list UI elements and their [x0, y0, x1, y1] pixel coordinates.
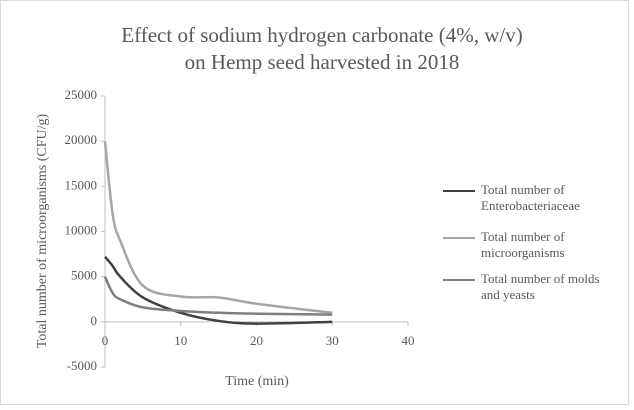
y-tick-label: 15000 [65, 177, 98, 192]
legend-swatch [443, 190, 475, 192]
legend-item: Total number of molds and yeasts [443, 271, 623, 303]
x-tick-label: 20 [250, 333, 263, 348]
x-tick-label: 30 [326, 333, 339, 348]
y-tick-label: 20000 [65, 132, 98, 147]
y-tick-label: -5000 [67, 358, 97, 373]
y-axis-title: Total number of microorganisms (CFU/g) [35, 113, 50, 348]
legend-label: Total number of microorganisms [481, 229, 565, 260]
chart-title: on Hemp seed harvested in 2018 [185, 50, 460, 74]
data-line [103, 141, 333, 315]
y-tick-label: 10000 [65, 222, 98, 237]
y-tick-label: 5000 [71, 268, 97, 283]
x-axis-title: Time (min) [225, 374, 289, 389]
x-tick-label: 0 [102, 333, 109, 348]
legend-item: Total number of microorganisms [443, 229, 623, 261]
chart-title: Effect of sodium hydrogen carbonate (4%,… [121, 23, 522, 47]
legend-item: Total number of Enterobacteriaceae [443, 182, 623, 214]
legend-swatch [443, 237, 475, 239]
legend-label: Total number of Enterobacteriaceae [481, 182, 580, 213]
y-tick-label: 25000 [65, 87, 98, 102]
data-line [104, 255, 333, 325]
data-line [103, 276, 333, 316]
y-tick-label: 0 [91, 313, 98, 328]
x-tick-label: 40 [402, 333, 415, 348]
x-tick-label: 10 [174, 333, 187, 348]
legend-label: Total number of molds and yeasts [481, 271, 600, 302]
legend-swatch [443, 279, 475, 281]
